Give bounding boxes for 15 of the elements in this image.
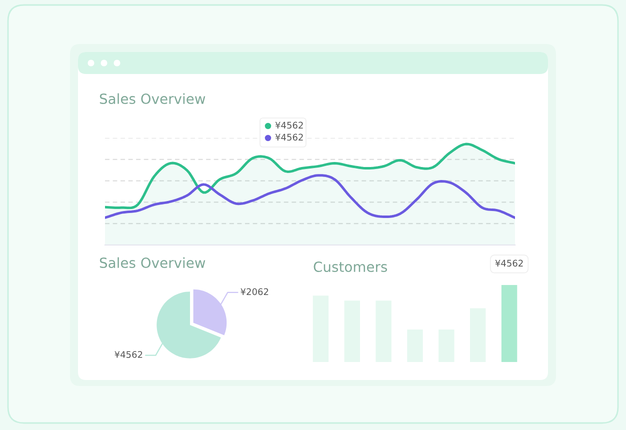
bar <box>312 296 329 362</box>
data-label: ¥4562 <box>495 260 523 267</box>
bar <box>407 330 423 362</box>
bar <box>501 285 518 362</box>
bar <box>344 300 360 362</box>
bar <box>438 330 454 362</box>
data-label: ¥4562 <box>114 351 142 358</box>
data-label: ¥2062 <box>240 288 268 296</box>
chart-title: Customers <box>314 262 388 272</box>
bar <box>470 308 486 362</box>
chart-title: Sales Overview <box>100 93 206 104</box>
text: ¥4562 <box>275 122 303 129</box>
text: ¥4562 <box>275 134 303 141</box>
chart-title: Sales Overview <box>100 257 206 268</box>
bar <box>376 300 392 362</box>
